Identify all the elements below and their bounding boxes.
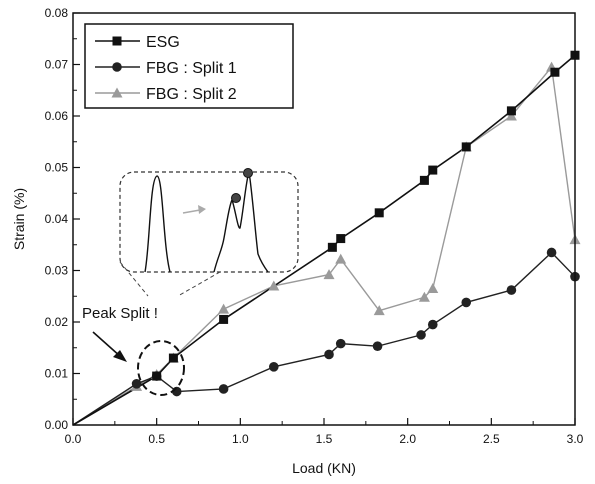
x-tick-label: 0.5 — [148, 432, 165, 446]
point-fbg-split-1 — [131, 379, 142, 389]
point-fbg-split-1 — [324, 349, 334, 360]
y-tick-label: 0.07 — [45, 58, 69, 72]
point-fbg-split-1 — [218, 384, 229, 394]
point-fbg-split-2 — [218, 303, 230, 314]
point-fbg-split-1 — [269, 362, 279, 372]
y-tick-label: 0.06 — [45, 109, 69, 123]
point-fbg-split-2 — [373, 305, 385, 316]
x-tick-label: 2.0 — [399, 432, 416, 446]
y-tick-label: 0.02 — [45, 315, 69, 329]
point-esg — [327, 242, 337, 252]
point-fbg-split-1 — [335, 338, 346, 349]
y-axis-label: Strain (%) — [11, 188, 27, 250]
peak-split-annotation: Peak Split ! — [82, 305, 185, 396]
y-tick-label: 0.08 — [45, 6, 69, 20]
point-fbg-split-2 — [418, 291, 430, 302]
peak-split-arrowhead — [113, 350, 127, 362]
split-peak-spectrum — [213, 169, 269, 273]
point-esg — [168, 353, 178, 363]
point-fbg-split-1 — [416, 330, 426, 340]
inset-arrow — [182, 209, 201, 214]
legend-marker-esg — [112, 36, 122, 46]
peak-split-label: Peak Split ! — [82, 305, 158, 322]
axis-ticks: 0.0 0.5 1.0 1.5 2.0 2.5 3.0 0.00 0.01 0.02 0.03 0.0… — [45, 6, 584, 446]
x-axis-label: Load (KN) — [292, 460, 356, 476]
split-peak-marker — [231, 193, 241, 203]
inset-connector — [119, 261, 149, 297]
y-tick-label: 0.03 — [45, 264, 69, 278]
point-fbg-split-2 — [323, 269, 335, 280]
y-tick-label: 0.00 — [45, 418, 69, 432]
legend-label-fbg-split-2: FBG : Split 2 — [146, 86, 237, 103]
y-tick-label: 0.04 — [45, 212, 69, 226]
legend-marker-fbg-split-1 — [112, 62, 122, 72]
point-fbg-split-1 — [546, 247, 557, 258]
x-tick-label: 0.0 — [65, 432, 82, 446]
peak-split-arrow — [92, 331, 122, 358]
point-esg — [419, 175, 429, 185]
point-fbg-split-2 — [505, 110, 517, 121]
peak-split-inset — [119, 168, 299, 297]
point-esg — [152, 371, 162, 381]
point-esg — [506, 106, 516, 116]
x-tick-label: 3.0 — [567, 432, 584, 446]
point-fbg-split-1 — [506, 285, 517, 295]
point-fbg-split-1 — [427, 319, 438, 330]
split-peak-marker — [243, 168, 253, 178]
point-fbg-split-2 — [427, 283, 439, 294]
point-esg — [374, 208, 384, 218]
y-tick-label: 0.05 — [45, 161, 69, 175]
single-peak-spectrum — [144, 175, 171, 273]
point-fbg-split-2 — [335, 253, 347, 264]
point-esg — [336, 234, 346, 244]
point-esg — [461, 142, 471, 152]
point-fbg-split-2 — [268, 280, 280, 291]
inset-connector — [177, 271, 221, 297]
x-tick-label: 2.5 — [483, 432, 500, 446]
point-fbg-split-1 — [461, 297, 472, 308]
x-tick-label: 1.5 — [316, 432, 333, 446]
point-fbg-split-1 — [372, 341, 383, 352]
legend: ESG FBG : Split 1 FBG : Split 2 — [84, 23, 294, 109]
peak-split-circle — [137, 340, 185, 396]
x-tick-label: 1.0 — [232, 432, 249, 446]
point-esg — [428, 165, 438, 175]
point-esg — [219, 314, 229, 324]
point-esg — [550, 67, 560, 77]
legend-marker-fbg-split-2 — [111, 87, 123, 98]
legend-label-fbg-split-1: FBG : Split 1 — [146, 60, 237, 77]
inset-arrowhead — [198, 205, 206, 214]
y-tick-label: 0.01 — [45, 367, 69, 381]
legend-label-esg: ESG — [146, 34, 180, 51]
